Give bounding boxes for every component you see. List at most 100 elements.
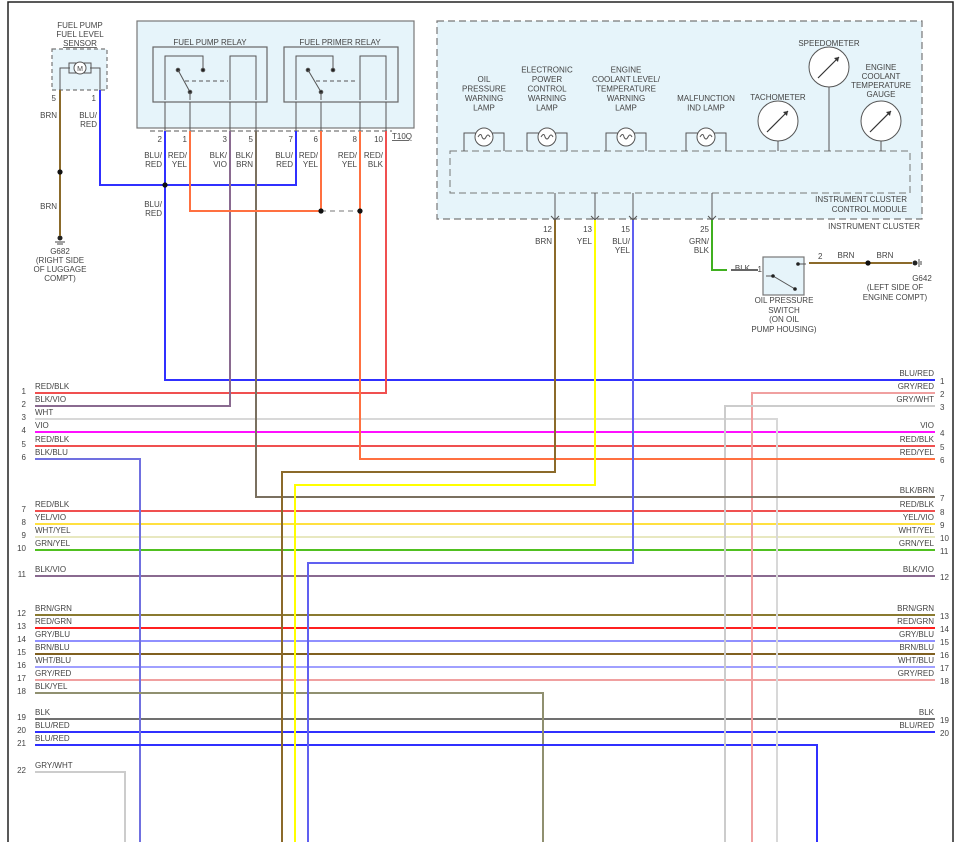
right-connector-pin-number: 2 — [940, 390, 945, 399]
left-wire-label: VIO — [35, 421, 49, 430]
right-connector-pin-number: 5 — [940, 443, 945, 452]
wire — [35, 458, 141, 842]
relay-pin-number: 8 — [353, 135, 358, 144]
cluster-pin-number: 13 — [583, 225, 592, 234]
relay-pin-number: 2 — [158, 135, 163, 144]
gauge-label: GAUGE — [867, 90, 896, 99]
ground-label: G642 — [912, 274, 932, 283]
right-wire-label: BRN/BLU — [899, 643, 934, 652]
right-wire-label: WHT/YEL — [898, 526, 934, 535]
wire-label: BLK — [694, 246, 710, 255]
module-title: INSTRUMENT CLUSTER — [815, 195, 907, 204]
gauge-label: TEMPERATURE — [851, 81, 911, 90]
lamp-bulb-icon — [696, 127, 716, 147]
splice-point — [318, 208, 324, 214]
wire — [164, 131, 935, 381]
wire-label: BRN — [535, 237, 552, 246]
right-wire-label: RED/YEL — [900, 448, 935, 457]
relay-pin-number: 7 — [289, 135, 294, 144]
fuel-pump-relay-title: FUEL PUMP RELAY — [173, 38, 247, 47]
left-wire-label: RED/BLK — [35, 500, 70, 509]
wire-label: RED — [145, 209, 162, 218]
ground-label: G682 — [50, 247, 70, 256]
lamp-label: POWER — [532, 75, 562, 84]
right-wire-label: BLK — [919, 708, 935, 717]
lamp-label: LAMP — [473, 104, 495, 113]
left-connector-pin-number: 19 — [17, 713, 26, 722]
left-connector-pin-number: 3 — [22, 413, 27, 422]
left-wire-label: WHT/YEL — [35, 526, 71, 535]
right-wire-label: VIO — [920, 421, 934, 430]
wire-label: BLU/ — [612, 237, 631, 246]
instrument-cluster-box — [436, 20, 923, 220]
oil-pressure-switch: 1 2 BLK BRN BRN OIL PRESSURE SWITCH (ON … — [735, 251, 932, 334]
wire-label: BLK/ — [236, 151, 254, 160]
wire-label: BRN — [40, 111, 57, 120]
wire-label: GRN/ — [689, 237, 710, 246]
right-connector-pin-number: 17 — [940, 664, 949, 673]
wire-label: BRN — [877, 251, 894, 260]
wire-label: VIO — [213, 160, 227, 169]
right-connector-pin-number: 18 — [940, 677, 949, 686]
lamp-label: OIL — [478, 75, 491, 84]
right-connector-pin-number: 12 — [940, 573, 949, 582]
left-wire-label: RED/GRN — [35, 617, 72, 626]
cluster-title: INSTRUMENT CLUSTER — [828, 222, 920, 231]
wire-label: BRN — [838, 251, 855, 260]
relay-pin-number: 1 — [183, 135, 188, 144]
relay-pin-number: 3 — [223, 135, 228, 144]
splice-point — [57, 169, 63, 175]
right-wire-label: BLU/RED — [899, 721, 934, 730]
wire — [35, 692, 544, 842]
right-wire-label: YEL/VIO — [903, 513, 934, 522]
right-connector-pin-number: 10 — [940, 534, 949, 543]
switch-label: PUMP HOUSING) — [751, 325, 817, 334]
wire-label: RED — [80, 120, 97, 129]
right-wire-label: RED/BLK — [900, 435, 935, 444]
right-wire-label: BLU/RED — [899, 369, 934, 378]
wire — [294, 220, 596, 842]
right-connector-pin-number: 7 — [940, 494, 945, 503]
lamp-label: CONTROL — [527, 85, 567, 94]
left-connector-pin-number: 21 — [17, 739, 26, 748]
left-wire-label: BLU/RED — [35, 721, 70, 730]
wire-label: RED/ — [338, 151, 358, 160]
right-wire-label: RED/GRN — [897, 617, 934, 626]
ground-icon — [55, 235, 65, 245]
wire — [35, 744, 818, 842]
left-wire-label: BLK/BLU — [35, 448, 68, 457]
wire-label: BLU/ — [79, 111, 98, 120]
left-wire-label: RED/BLK — [35, 382, 70, 391]
wire — [724, 405, 935, 842]
right-connector-pin-number: 13 — [940, 612, 949, 621]
left-wire-label: BLK — [35, 708, 51, 717]
left-connector-pin-number: 17 — [17, 674, 26, 683]
right-connector-pin-number: 15 — [940, 638, 949, 647]
wire — [189, 131, 321, 212]
cluster-pin-number: 15 — [621, 225, 630, 234]
left-connector-pin-number: 4 — [22, 426, 27, 435]
left-wire-label: BRN/BLU — [35, 643, 70, 652]
ground-label: ENGINE COMPT) — [863, 293, 928, 302]
ground-label: OF LUGGAGE — [34, 265, 87, 274]
left-connector-pin-number: 5 — [22, 440, 27, 449]
lamp-bulb-icon — [616, 127, 636, 147]
switch-label: OIL PRESSURE — [755, 296, 814, 305]
ground-label: (LEFT SIDE OF — [867, 283, 923, 292]
right-connector-pin-number: 9 — [940, 521, 945, 530]
wire-label: BLU/ — [144, 200, 163, 209]
fuel-level-sensor: FUEL PUMP FUEL LEVEL SENSOR M 5 1 BRN BL… — [34, 21, 108, 283]
pin-number: 5 — [52, 94, 57, 103]
gauge-label: SPEEDOMETER — [798, 39, 860, 48]
left-connector-pin-number: 18 — [17, 687, 26, 696]
connector-id: T10Q — [392, 132, 412, 141]
left-connector-pin-number: 6 — [22, 453, 27, 462]
right-wire-label: RED/BLK — [900, 500, 935, 509]
lamp-label: IND LAMP — [687, 104, 725, 113]
sensor-title-line: FUEL LEVEL — [56, 30, 104, 39]
right-connector-pin-number: 6 — [940, 456, 945, 465]
right-connector-pin-number: 8 — [940, 508, 945, 517]
